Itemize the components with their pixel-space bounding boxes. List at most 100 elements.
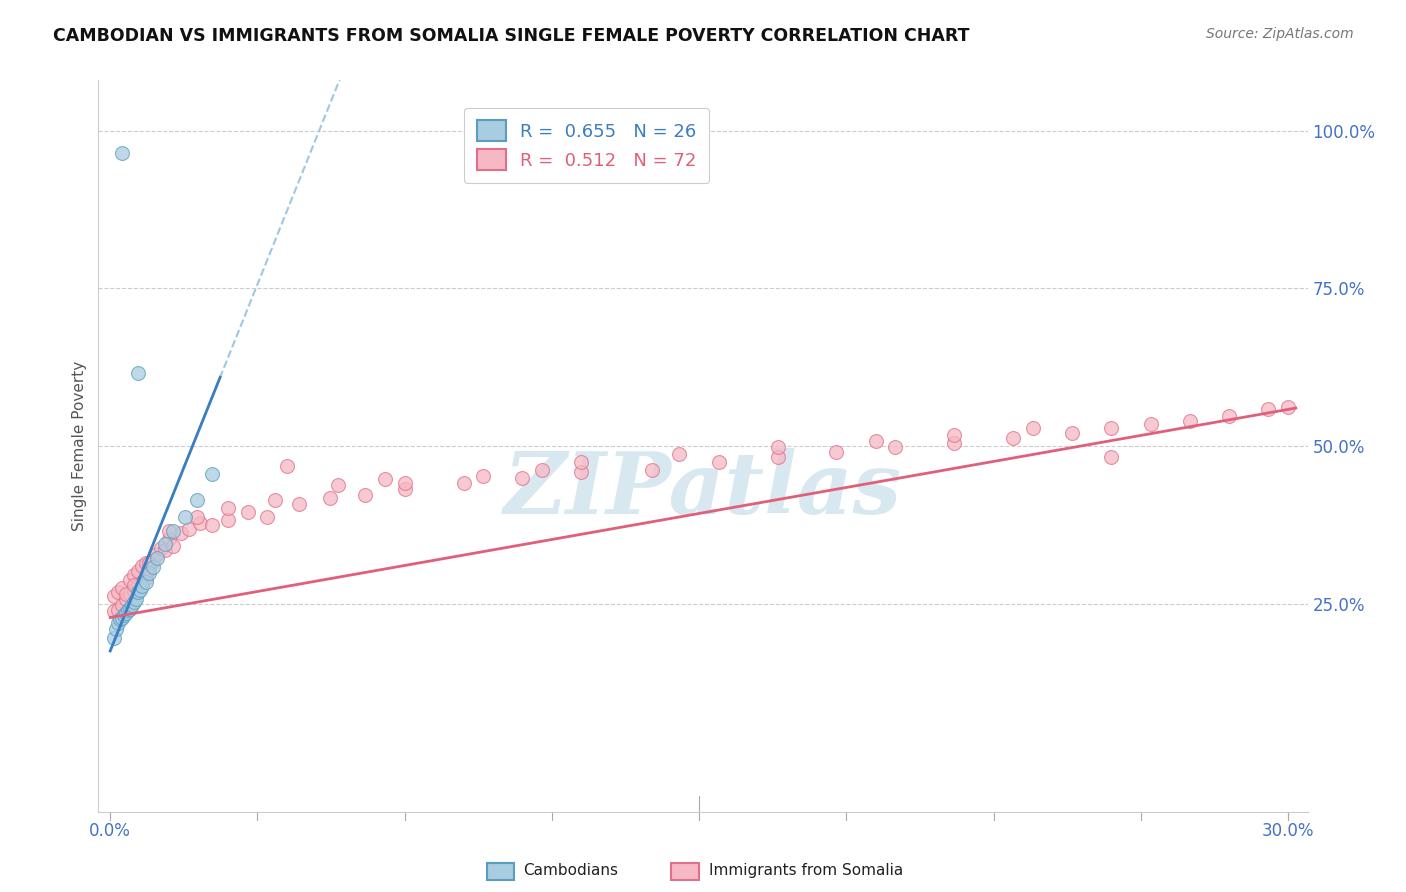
Point <box>127 578 149 592</box>
Point <box>107 603 129 617</box>
Point <box>1002 432 1025 446</box>
Point <box>117 603 139 617</box>
Point <box>111 598 134 612</box>
Text: Source: ZipAtlas.com: Source: ZipAtlas.com <box>1206 27 1354 41</box>
Point <box>111 610 134 624</box>
Point <box>186 509 208 524</box>
Point <box>217 500 239 515</box>
Point <box>115 587 138 601</box>
Point <box>103 604 125 618</box>
FancyBboxPatch shape <box>486 863 515 880</box>
Point <box>125 591 148 606</box>
Point <box>118 573 141 587</box>
Point <box>766 450 789 465</box>
Point <box>162 539 184 553</box>
Point <box>112 607 135 622</box>
Point <box>118 601 141 615</box>
Point <box>1099 421 1122 435</box>
Point <box>127 367 149 381</box>
Point <box>127 564 149 578</box>
Point <box>1178 414 1201 428</box>
Point <box>394 482 416 496</box>
Point <box>326 478 349 492</box>
Point <box>1139 417 1161 431</box>
Legend: R =  0.655   N = 26, R =  0.512   N = 72: R = 0.655 N = 26, R = 0.512 N = 72 <box>464 108 709 183</box>
Point <box>668 446 690 460</box>
Point <box>707 455 730 469</box>
Text: CAMBODIAN VS IMMIGRANTS FROM SOMALIA SINGLE FEMALE POVERTY CORRELATION CHART: CAMBODIAN VS IMMIGRANTS FROM SOMALIA SIN… <box>53 27 970 45</box>
Point <box>1277 400 1299 414</box>
Point <box>111 145 134 160</box>
Point <box>103 589 125 603</box>
Point <box>394 475 416 490</box>
Point <box>190 516 212 530</box>
Point <box>122 578 145 592</box>
Point <box>103 632 125 646</box>
Point <box>146 548 169 562</box>
Point <box>157 524 180 538</box>
Point <box>531 463 554 477</box>
Point <box>177 522 200 536</box>
Point <box>1099 450 1122 465</box>
Point <box>108 612 131 626</box>
Point <box>186 492 208 507</box>
Point <box>354 488 377 502</box>
Point <box>217 513 239 527</box>
Point <box>170 526 193 541</box>
Point <box>150 541 173 556</box>
Point <box>122 568 145 582</box>
Point <box>128 582 150 597</box>
Text: Cambodians: Cambodians <box>523 863 619 878</box>
Point <box>135 571 157 585</box>
Point <box>135 556 157 570</box>
Point <box>122 595 145 609</box>
Point <box>287 497 309 511</box>
Point <box>569 455 592 469</box>
Point <box>138 556 160 570</box>
FancyBboxPatch shape <box>671 863 699 880</box>
Point <box>264 492 287 507</box>
Point <box>111 581 134 595</box>
Point <box>512 470 534 484</box>
Point <box>201 517 224 532</box>
Point <box>138 566 160 581</box>
Point <box>107 585 129 599</box>
Point <box>153 537 176 551</box>
Point <box>943 427 966 442</box>
Point <box>884 440 907 454</box>
Point <box>127 585 149 599</box>
Point <box>1060 426 1083 441</box>
Point <box>453 475 475 490</box>
Point <box>122 582 145 597</box>
Point <box>142 560 165 574</box>
Point <box>142 554 165 568</box>
Point <box>121 598 143 612</box>
Point <box>319 491 342 505</box>
Point <box>138 562 160 576</box>
Point <box>236 505 259 519</box>
Point <box>825 445 848 459</box>
Point <box>135 574 157 589</box>
Point <box>641 463 664 477</box>
Point <box>157 533 180 547</box>
Text: Immigrants from Somalia: Immigrants from Somalia <box>709 863 903 878</box>
Point <box>131 574 153 589</box>
Point <box>115 606 138 620</box>
Point <box>115 591 138 606</box>
Point <box>105 622 128 636</box>
Point <box>1257 402 1279 417</box>
Point <box>1022 421 1045 435</box>
Point <box>943 435 966 450</box>
Point <box>173 509 195 524</box>
Point <box>201 467 224 482</box>
Text: ZIPatlas: ZIPatlas <box>503 448 903 532</box>
Point <box>766 440 789 454</box>
Point <box>569 466 592 480</box>
Point <box>276 459 298 474</box>
Point <box>146 551 169 566</box>
Point <box>865 434 887 448</box>
Point <box>131 579 153 593</box>
Point <box>131 558 153 573</box>
Point <box>1218 409 1240 423</box>
Point <box>153 543 176 558</box>
